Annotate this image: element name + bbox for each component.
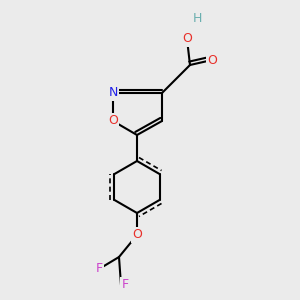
Text: O: O <box>207 53 217 67</box>
Text: F: F <box>95 262 103 275</box>
Text: O: O <box>182 32 192 46</box>
Text: O: O <box>108 115 118 128</box>
Text: N: N <box>108 86 118 100</box>
Text: O: O <box>132 229 142 242</box>
Text: H: H <box>192 13 202 26</box>
Text: F: F <box>122 278 129 292</box>
